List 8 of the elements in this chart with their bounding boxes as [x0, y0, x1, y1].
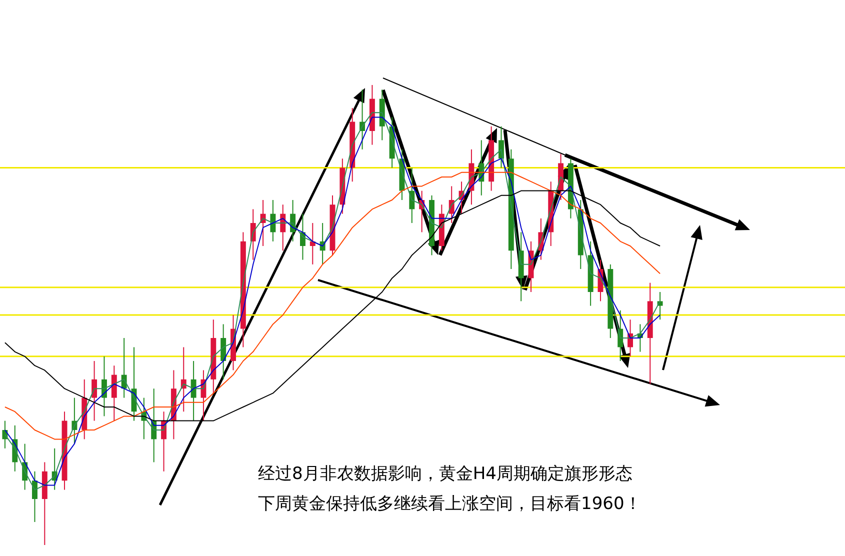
candlestick [92, 360, 98, 422]
annotation: 下周黄金保持低多继续看上涨空间，目标看1960！ [258, 493, 642, 516]
candlestick [190, 360, 196, 422]
candlestick [111, 365, 117, 422]
candlestick [32, 470, 38, 522]
candlestick [657, 292, 663, 320]
annotation: 经过8月非农数据影响，黄金H4周期确定旗形形态 [258, 463, 634, 486]
candlestick [220, 324, 226, 380]
